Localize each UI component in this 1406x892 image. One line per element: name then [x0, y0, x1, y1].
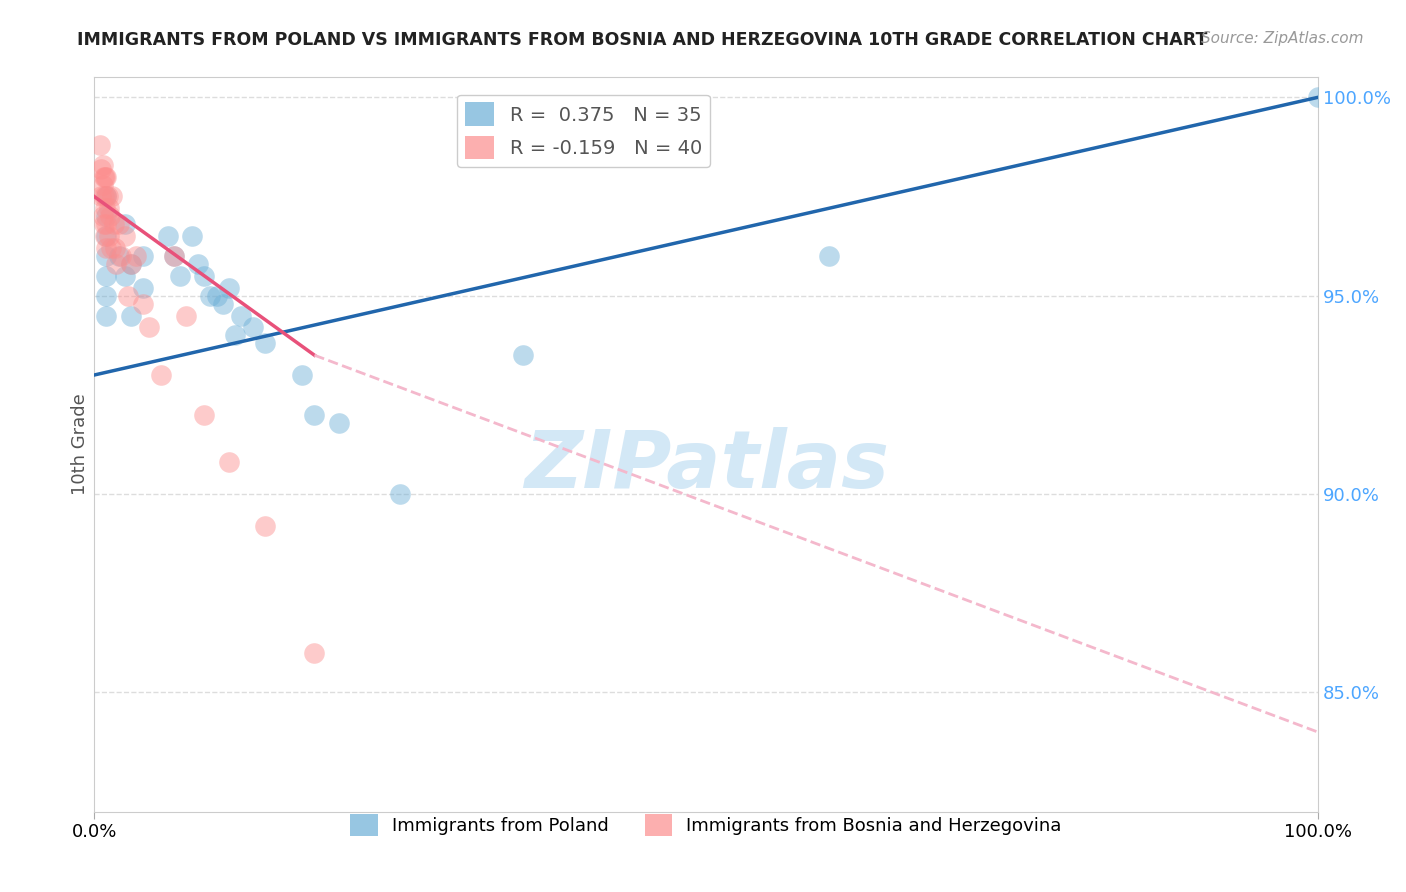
Point — [218, 281, 240, 295]
Point — [96, 309, 118, 323]
Point — [304, 408, 326, 422]
Point — [100, 241, 122, 255]
Point — [96, 169, 118, 184]
Point — [169, 268, 191, 283]
Point — [97, 202, 120, 216]
Point — [229, 309, 252, 323]
Point — [96, 241, 118, 255]
Point — [120, 257, 142, 271]
Point — [304, 646, 326, 660]
Text: Source: ZipAtlas.com: Source: ZipAtlas.com — [1201, 31, 1364, 46]
Point — [96, 189, 118, 203]
Point — [93, 217, 115, 231]
Point — [94, 229, 117, 244]
Point — [91, 158, 114, 172]
Point — [211, 296, 233, 310]
Text: IMMIGRANTS FROM POLAND VS IMMIGRANTS FROM BOSNIA AND HERZEGOVINA 10TH GRADE CORR: IMMIGRANTS FROM POLAND VS IMMIGRANTS FRO… — [77, 31, 1208, 49]
Text: ZIPatlas: ZIPatlas — [523, 427, 889, 506]
Point — [98, 210, 121, 224]
Point — [389, 487, 412, 501]
Point — [132, 249, 155, 263]
Point — [200, 288, 222, 302]
Point — [132, 281, 155, 295]
Point — [91, 210, 114, 224]
Point — [96, 210, 118, 224]
Point — [91, 178, 114, 192]
Legend: Immigrants from Poland, Immigrants from Bosnia and Herzegovina: Immigrants from Poland, Immigrants from … — [343, 806, 1069, 843]
Point — [181, 229, 204, 244]
Point — [110, 249, 132, 263]
Point — [93, 189, 115, 203]
Point — [328, 416, 350, 430]
Point — [242, 320, 264, 334]
Point — [120, 309, 142, 323]
Point — [90, 189, 112, 203]
Point — [193, 408, 215, 422]
Point — [156, 229, 179, 244]
Point — [291, 368, 314, 382]
Point — [120, 257, 142, 271]
Point — [97, 229, 120, 244]
Point — [96, 217, 118, 231]
Point — [90, 161, 112, 176]
Point — [107, 217, 129, 231]
Point — [193, 268, 215, 283]
Point — [96, 189, 118, 203]
Point — [174, 309, 197, 323]
Point — [104, 241, 127, 255]
Point — [94, 169, 117, 184]
Point — [97, 189, 120, 203]
Point — [254, 336, 277, 351]
Point — [125, 249, 148, 263]
Point — [218, 455, 240, 469]
Point — [93, 169, 115, 184]
Point — [89, 137, 111, 152]
Point — [114, 268, 136, 283]
Point — [114, 229, 136, 244]
Point — [163, 249, 186, 263]
Point — [117, 288, 139, 302]
Point — [101, 189, 124, 203]
Point — [1308, 90, 1330, 104]
Y-axis label: 10th Grade: 10th Grade — [72, 393, 89, 495]
Point — [96, 229, 118, 244]
Point — [107, 249, 129, 263]
Point — [163, 249, 186, 263]
Point — [103, 217, 125, 231]
Point — [96, 268, 118, 283]
Point — [254, 518, 277, 533]
Point — [150, 368, 173, 382]
Point — [138, 320, 160, 334]
Point — [105, 257, 128, 271]
Point — [132, 296, 155, 310]
Point — [205, 288, 228, 302]
Point — [512, 348, 534, 362]
Point — [817, 249, 839, 263]
Point — [114, 217, 136, 231]
Point — [224, 328, 246, 343]
Point — [96, 288, 118, 302]
Point — [187, 257, 209, 271]
Point — [94, 202, 117, 216]
Point — [96, 249, 118, 263]
